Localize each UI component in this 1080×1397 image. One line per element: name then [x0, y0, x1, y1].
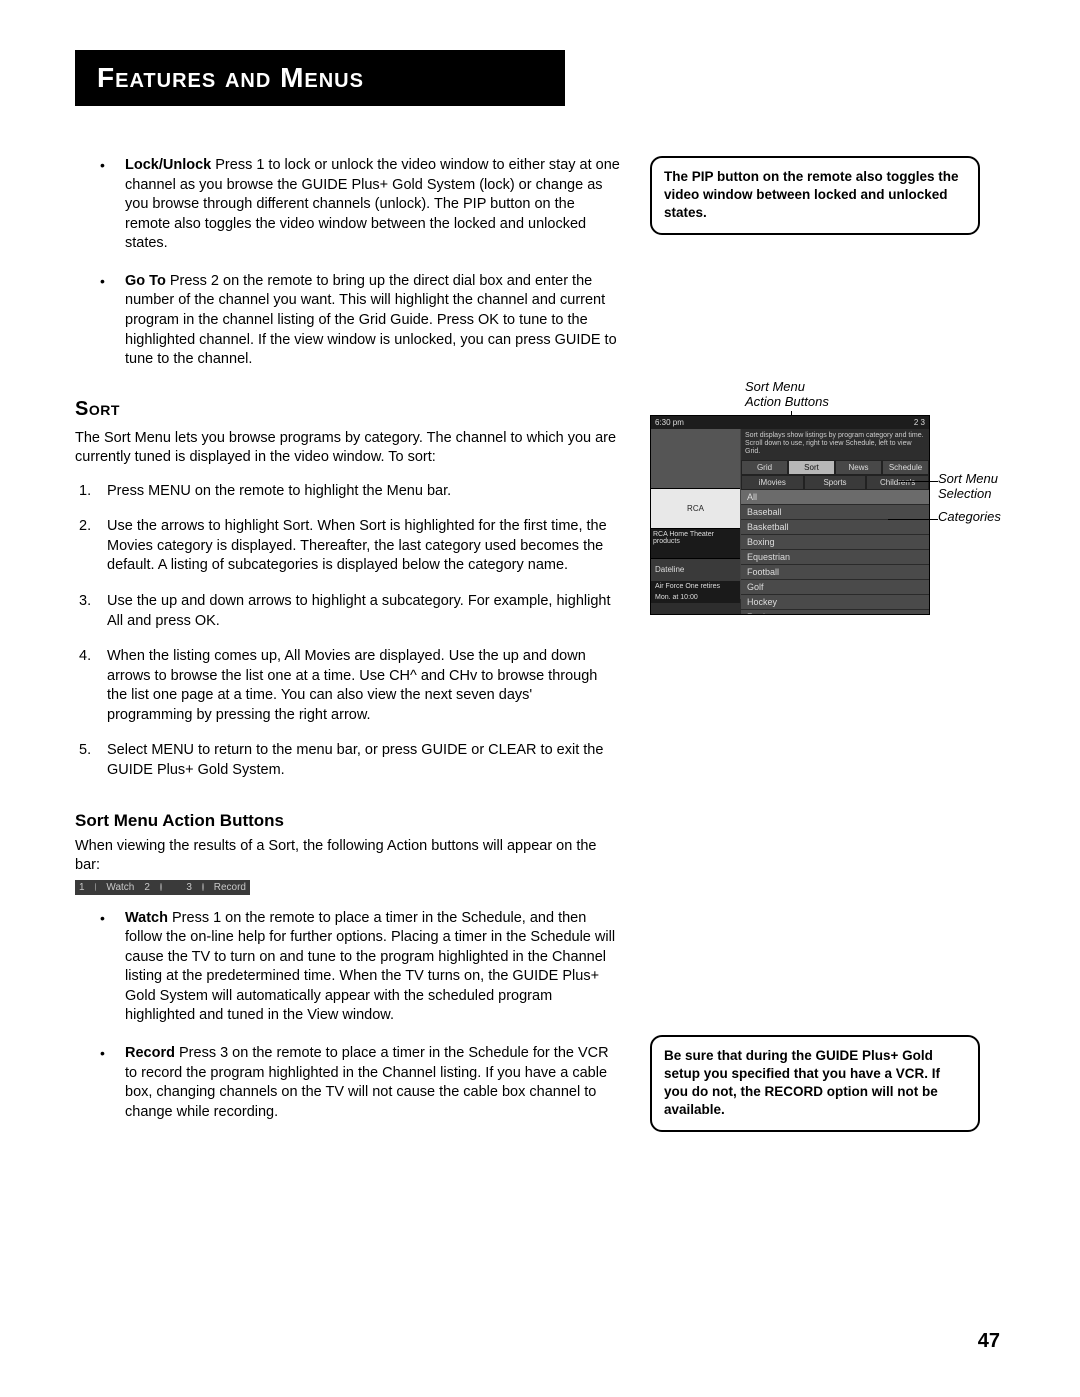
label-line2: Action Buttons: [745, 394, 829, 409]
list-item: Golf: [741, 580, 929, 595]
dot-icon: [202, 883, 204, 891]
side-column: The PIP button on the remote also toggle…: [650, 156, 980, 1152]
sort-menu-diagram: Sort Menu Action Buttons 6:30 pm 2 3 RCA…: [650, 415, 980, 615]
action-bar-num: 2: [144, 882, 150, 893]
category-tab: Children's: [866, 475, 929, 490]
bullet-lock-unlock: Lock/Unlock Press 1 to lock or unlock th…: [75, 156, 620, 254]
list-item: Use the up and down arrows to highlight …: [75, 592, 620, 631]
sort-heading: Sort: [75, 398, 620, 421]
side-label-categories: Categories: [938, 509, 1028, 524]
bullet-watch: Watch Press 1 on the remote to place a t…: [75, 909, 620, 1026]
hint-text: Sort displays show listings by program c…: [741, 429, 929, 460]
bullet-record: Record Press 3 on the remote to place a …: [75, 1044, 620, 1122]
bullet-label: Lock/Unlock: [125, 157, 211, 173]
bullet-text: Press 2 on the remote to bring up the di…: [125, 273, 617, 367]
main-column: Lock/Unlock Press 1 to lock or unlock th…: [75, 156, 620, 1152]
dateline-row: Dateline: [651, 559, 740, 581]
video-window: [651, 429, 740, 489]
dot-icon: [160, 883, 162, 891]
bullet-label: Go To: [125, 273, 166, 289]
action-bar-label: Watch: [106, 882, 134, 893]
category-list: AllBaseballBasketballBoxingEquestrianFoo…: [741, 490, 929, 615]
list-item: Use the arrows to highlight Sort. When S…: [75, 517, 620, 576]
tab-schedule: Schedule: [882, 460, 929, 475]
action-bar-num: 1: [79, 882, 85, 893]
label-line1: Sort Menu: [745, 379, 829, 394]
bullet-label: Record: [125, 1045, 175, 1061]
list-item: Press MENU on the remote to highlight th…: [75, 482, 620, 502]
sl1b: Selection: [938, 486, 1028, 501]
note-pip: The PIP button on the remote also toggle…: [650, 156, 980, 235]
bullet-text: Press 3 on the remote to place a timer i…: [125, 1045, 609, 1120]
sl1a: Sort Menu: [938, 471, 1028, 486]
category-tab: iMovies: [741, 475, 804, 490]
category-tab: Sports: [804, 475, 867, 490]
sl2: Categories: [938, 509, 1028, 524]
tab-grid: Grid: [741, 460, 788, 475]
promo-text: RCA Home Theater products: [651, 529, 740, 559]
gs-time: 6:30 pm: [655, 418, 684, 427]
list-item: Hockey: [741, 595, 929, 610]
list-item: When the listing comes up, All Movies ar…: [75, 647, 620, 725]
list-item: Equestrian: [741, 550, 929, 565]
top-bullets: Lock/Unlock Press 1 to lock or unlock th…: [75, 156, 620, 370]
category-row: iMoviesSportsChildren's: [741, 475, 929, 490]
list-item: Racing: [741, 610, 929, 615]
sort-intro: The Sort Menu lets you browse programs b…: [75, 429, 620, 468]
list-item: Basketball: [741, 520, 929, 535]
side-label-selection: Sort Menu Selection: [938, 471, 1028, 501]
tab-news: News: [835, 460, 882, 475]
tab-row: GridSortNewsSchedule: [741, 460, 929, 475]
gs-btns: 2 3: [914, 418, 925, 427]
bullet-goto: Go To Press 2 on the remote to bring up …: [75, 272, 620, 370]
afo-row: Air Force One retires: [651, 581, 740, 592]
rca-logo: RCA: [651, 489, 740, 529]
action-bar-num: 3: [186, 882, 192, 893]
note-vcr: Be sure that during the GUIDE Plus+ Gold…: [650, 1035, 980, 1132]
sort-steps: Press MENU on the remote to highlight th…: [75, 482, 620, 781]
list-item: Select MENU to return to the menu bar, o…: [75, 741, 620, 780]
page-header: Features and Menus: [75, 50, 565, 106]
guide-screen: 6:30 pm 2 3 RCA RCA Home Theater product…: [650, 415, 930, 615]
page-number: 47: [978, 1330, 1000, 1353]
mon-row: Mon. at 10:00: [651, 592, 740, 603]
tab-sort: Sort: [788, 460, 835, 475]
list-item: Football: [741, 565, 929, 580]
list-item: All: [741, 490, 929, 505]
action-buttons-heading: Sort Menu Action Buttons: [75, 811, 620, 831]
list-item: Boxing: [741, 535, 929, 550]
action-bar-label: Record: [214, 882, 246, 893]
action-buttons-intro: When viewing the results of a Sort, the …: [75, 837, 620, 876]
bullet-text: Press 1 on the remote to place a timer i…: [125, 910, 615, 1024]
bullet-label: Watch: [125, 910, 168, 926]
list-item: Baseball: [741, 505, 929, 520]
action-bar-graphic: 1 Watch 2 3 Record: [75, 880, 250, 895]
action-bullets: Watch Press 1 on the remote to place a t…: [75, 909, 620, 1123]
dot-icon: [95, 883, 97, 891]
